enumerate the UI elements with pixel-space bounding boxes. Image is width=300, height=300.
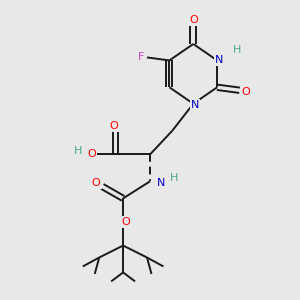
Text: N: N [214, 55, 223, 65]
Text: H: H [170, 173, 179, 183]
Text: H: H [74, 146, 82, 157]
Text: F: F [138, 52, 144, 62]
Text: N: N [157, 178, 166, 188]
Text: O: O [189, 15, 198, 25]
Text: O: O [241, 87, 250, 97]
Text: H: H [232, 45, 241, 55]
Text: O: O [122, 217, 130, 227]
Text: O: O [87, 149, 96, 160]
Text: O: O [92, 178, 100, 188]
Text: N: N [190, 100, 199, 110]
Text: O: O [110, 121, 118, 131]
